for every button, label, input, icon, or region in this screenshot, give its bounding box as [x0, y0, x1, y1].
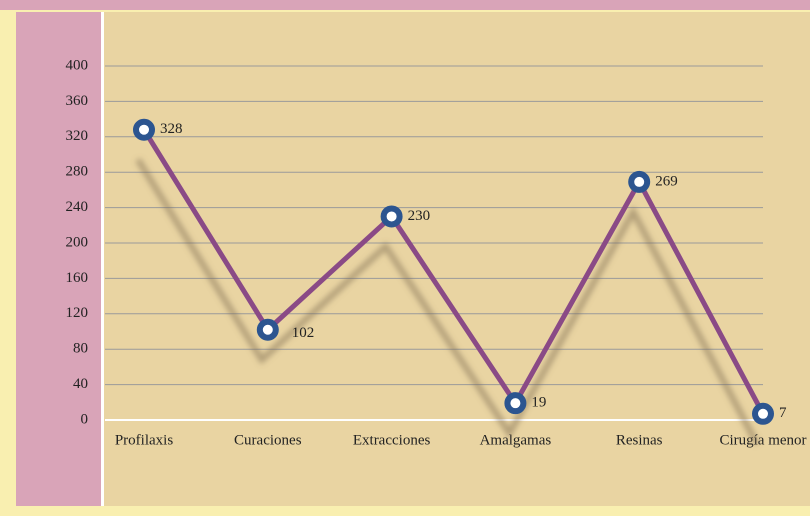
title-band [0, 0, 810, 10]
marker [256, 318, 279, 341]
marker [752, 402, 774, 425]
data-label: 7 [779, 405, 787, 421]
y-tick-label: 360 [66, 93, 89, 109]
axis-panel [16, 12, 102, 506]
y-tick-label: 40 [73, 376, 88, 392]
y-tick-label: 320 [66, 128, 89, 144]
x-tick-label: Curaciones [234, 432, 302, 448]
data-label: 19 [531, 395, 546, 411]
marker [504, 392, 527, 415]
y-tick-label: 200 [66, 234, 89, 250]
divider [101, 12, 104, 506]
y-tick-label: 80 [73, 341, 88, 357]
y-tick-label: 240 [66, 199, 89, 215]
x-tick-label: Cirugía menor [719, 432, 806, 448]
x-tick-label: Resinas [616, 432, 663, 448]
y-tick-label: 400 [66, 57, 89, 73]
y-tick-label: 160 [66, 270, 89, 286]
marker [628, 170, 651, 193]
data-label: 328 [160, 121, 183, 137]
line [141, 128, 766, 415]
y-tick-label: 0 [81, 411, 89, 427]
y-tick-label: 120 [66, 305, 89, 321]
data-label: 230 [408, 208, 431, 224]
y-tick-label: 280 [66, 164, 89, 180]
line-shadow [135, 158, 760, 446]
plot-panel [104, 12, 810, 506]
marker [380, 205, 403, 228]
data-label: 269 [655, 173, 678, 189]
x-tick-label: Amalgamas [480, 432, 552, 448]
x-tick-label: Extracciones [353, 432, 431, 448]
data-label: 102 [292, 325, 315, 341]
x-tick-label: Profilaxis [115, 432, 173, 448]
marker [133, 118, 155, 141]
